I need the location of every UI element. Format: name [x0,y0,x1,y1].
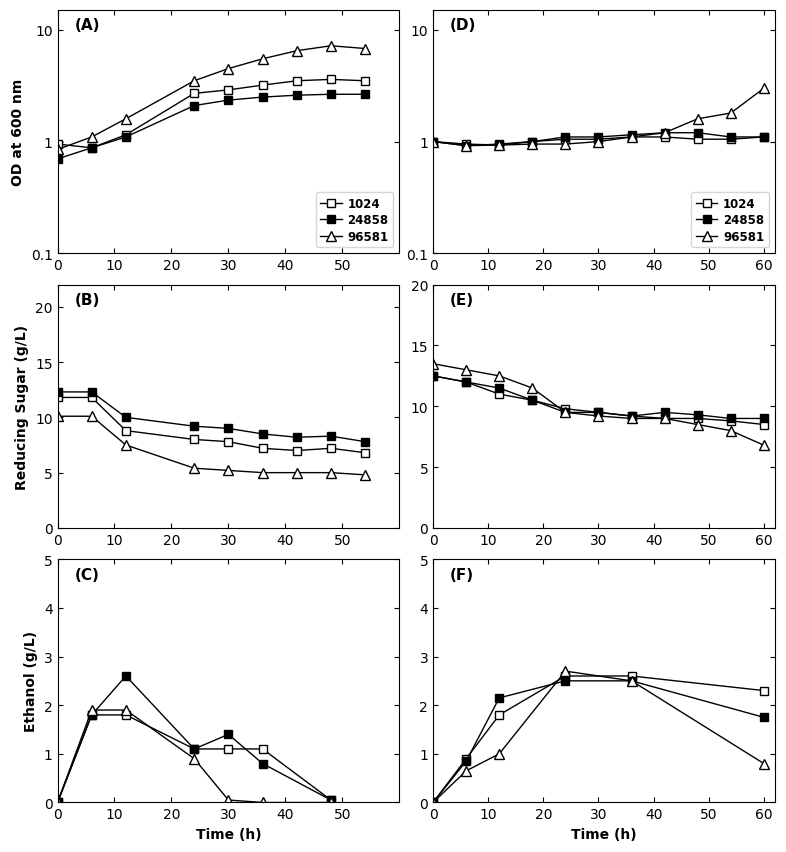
Text: (D): (D) [450,19,476,33]
Text: (A): (A) [75,19,100,33]
Text: (F): (F) [450,567,474,582]
X-axis label: Time (h): Time (h) [571,827,637,841]
Legend: 1024, 24858, 96581: 1024, 24858, 96581 [691,193,769,248]
Text: (B): (B) [75,292,100,308]
Text: (E): (E) [450,292,474,308]
Y-axis label: Reducing Sugar (g/L): Reducing Sugar (g/L) [16,325,30,489]
Text: (C): (C) [75,567,100,582]
Y-axis label: Ethanol (g/L): Ethanol (g/L) [24,630,39,732]
Legend: 1024, 24858, 96581: 1024, 24858, 96581 [316,193,394,248]
Y-axis label: OD at 600 nm: OD at 600 nm [11,79,25,186]
X-axis label: Time (h): Time (h) [196,827,261,841]
